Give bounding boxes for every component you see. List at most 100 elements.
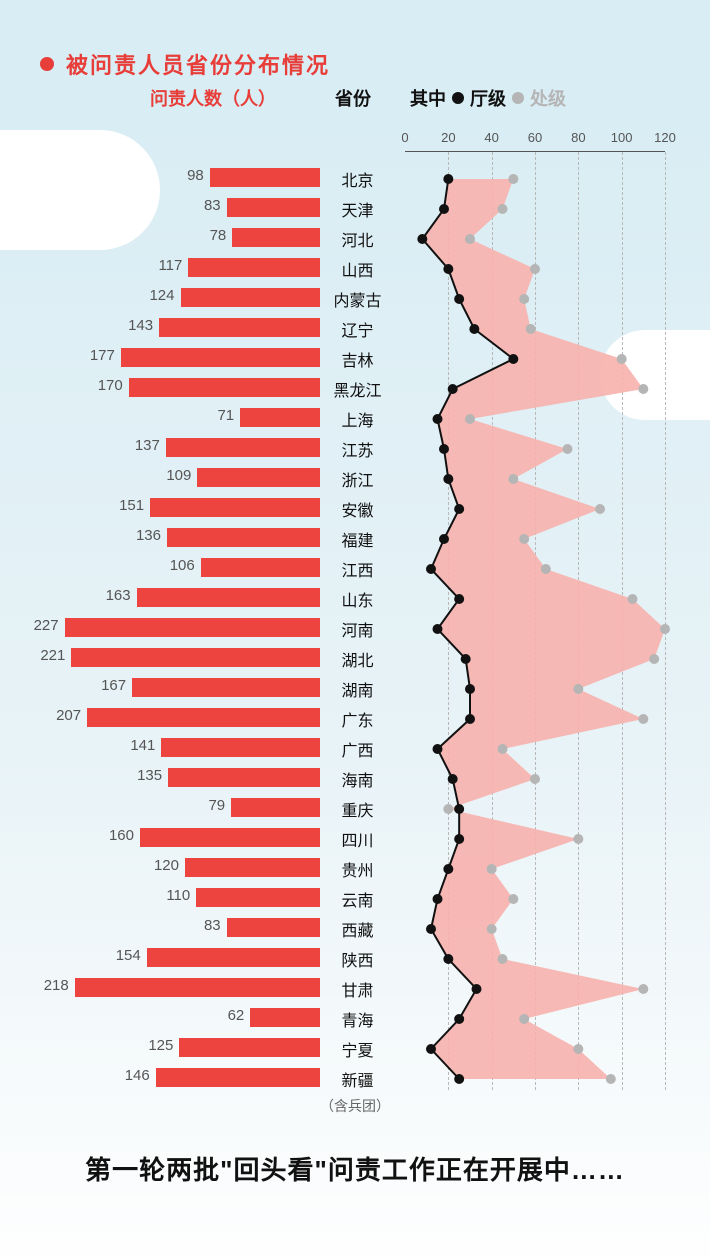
province-label: 新疆: [330, 1067, 385, 1091]
bar: [71, 648, 320, 667]
bar-value: 124: [149, 287, 174, 304]
province-label: 四川: [330, 827, 385, 851]
dot-series-b: [465, 234, 475, 244]
bar-value: 160: [109, 827, 134, 844]
province-label: 山东: [330, 587, 385, 611]
bar: [87, 708, 320, 727]
bar-value: 83: [204, 197, 221, 214]
province-label: 辽宁: [330, 317, 385, 341]
dot-series-b: [508, 474, 518, 484]
province-label: 福建: [330, 527, 385, 551]
dot-series-b: [508, 174, 518, 184]
dot-series-a: [469, 324, 479, 334]
dot-series-b: [573, 684, 583, 694]
bar: [166, 438, 320, 457]
dot-series-b: [638, 714, 648, 724]
dot-series-a: [448, 774, 458, 784]
dot-series-b: [498, 204, 508, 214]
bar-value: 120: [154, 857, 179, 874]
province-label: 云南: [330, 887, 385, 911]
bar-value: 154: [116, 947, 141, 964]
bar: [129, 378, 320, 397]
province-label: 青海: [330, 1007, 385, 1031]
bar-value: 221: [40, 647, 65, 664]
dot-series-a: [508, 354, 518, 364]
legend-dot-a-icon: [452, 92, 464, 104]
dot-series-b: [519, 534, 529, 544]
dot-series-b: [487, 924, 497, 934]
axis-tick: 20: [441, 130, 455, 145]
dot-series-a: [417, 234, 427, 244]
bar-value: 83: [204, 917, 221, 934]
footer-text: 第一轮两批"回头看"问责工作正在开展中……: [0, 1150, 710, 1187]
bar: [210, 168, 320, 187]
bar: [150, 498, 320, 517]
dot-series-a: [461, 654, 471, 664]
dot-series-a: [472, 984, 482, 994]
dot-series-a: [433, 624, 443, 634]
chart-title: 被问责人员省份分布情况: [40, 48, 330, 80]
dot-series-b: [617, 354, 627, 364]
bar: [137, 588, 320, 607]
dot-series-b: [498, 954, 508, 964]
dot-series-a: [454, 504, 464, 514]
bar: [161, 738, 320, 757]
province-label: 河南: [330, 617, 385, 641]
title-text: 被问责人员省份分布情况: [66, 48, 330, 80]
bar: [232, 228, 320, 247]
dot-series-b: [519, 294, 529, 304]
dot-series-a: [454, 804, 464, 814]
dot-series-b: [465, 414, 475, 424]
dot-series-b: [519, 1014, 529, 1024]
footnote: （含兵团）: [310, 1096, 400, 1116]
dot-series-b: [628, 594, 638, 604]
dot-series-a: [443, 264, 453, 274]
legend-series-b: 处级: [530, 85, 566, 111]
dot-series-a: [448, 384, 458, 394]
bar: [156, 1068, 320, 1087]
dot-series-a: [443, 864, 453, 874]
bar: [132, 678, 320, 697]
dot-series-b: [443, 804, 453, 814]
bar-value: 79: [208, 797, 225, 814]
bar-value: 125: [148, 1037, 173, 1054]
dot-series-b: [649, 654, 659, 664]
province-label: 上海: [330, 407, 385, 431]
dot-series-b: [530, 264, 540, 274]
dot-series-a: [426, 564, 436, 574]
dot-series-a: [454, 594, 464, 604]
dot-series-b: [660, 624, 670, 634]
province-label: 湖南: [330, 677, 385, 701]
bar-value: 177: [90, 347, 115, 364]
dot-series-a: [454, 294, 464, 304]
province-label: 宁夏: [330, 1037, 385, 1061]
dot-series-b: [541, 564, 551, 574]
bar-value: 146: [125, 1067, 150, 1084]
bar-value: 62: [228, 1007, 245, 1024]
bar: [65, 618, 320, 637]
dot-series-a: [443, 954, 453, 964]
bar-value: 218: [44, 977, 69, 994]
legend-dot-b-icon: [512, 92, 524, 104]
bar: [185, 858, 320, 877]
bar: [250, 1008, 320, 1027]
dot-series-b: [563, 444, 573, 454]
bar: [167, 528, 320, 547]
axis-tick: 120: [654, 130, 676, 145]
dot-series-a: [433, 414, 443, 424]
bar-value: 163: [106, 587, 131, 604]
province-label: 甘肃: [330, 977, 385, 1001]
bar: [179, 1038, 320, 1057]
dot-series-b: [487, 864, 497, 874]
dot-series-a: [465, 714, 475, 724]
bar: [231, 798, 320, 817]
dot-series-a: [426, 1044, 436, 1054]
province-label: 吉林: [330, 347, 385, 371]
axis-tick: 100: [611, 130, 633, 145]
title-bullet-icon: [40, 57, 54, 71]
bar-value: 78: [210, 227, 227, 244]
dot-series-b: [508, 894, 518, 904]
axis-tick: 40: [484, 130, 498, 145]
province-label: 江苏: [330, 437, 385, 461]
axis-tick: 60: [528, 130, 542, 145]
